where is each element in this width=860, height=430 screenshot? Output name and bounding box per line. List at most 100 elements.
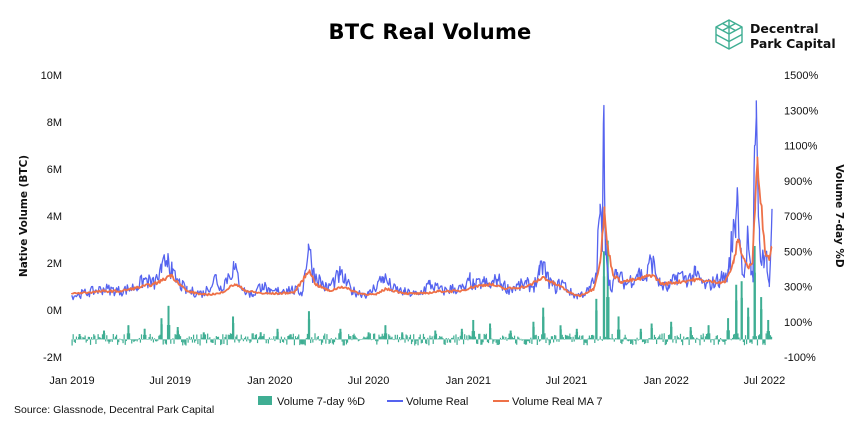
- bar-volume-7day: [537, 336, 540, 340]
- y-left-axis-title: Native Volume (BTC): [18, 155, 30, 277]
- bar-volume-7day: [162, 339, 164, 345]
- bar-volume-7day: [213, 338, 215, 340]
- bar-volume-7day: [111, 339, 113, 342]
- bar-volume-7day: [248, 339, 250, 341]
- bar-volume-7day: [479, 333, 481, 340]
- bar-volume-7day: [343, 339, 345, 346]
- bar-volume-7day: [768, 331, 770, 340]
- bar-volume-7day-peak: [176, 327, 179, 340]
- x-tick-label: Jan 2022: [644, 375, 689, 387]
- bar-volume-7day: [414, 339, 416, 346]
- bar-volume-7day: [93, 334, 95, 340]
- bar-volume-7day: [91, 337, 93, 340]
- bar-volume-7day: [87, 336, 89, 340]
- bar-volume-7day: [226, 339, 228, 346]
- bar-volume-7day: [92, 339, 94, 340]
- bar-volume-7day: [108, 339, 110, 344]
- bar-volume-7day: [714, 338, 716, 340]
- bar-volume-7day: [474, 336, 477, 340]
- bar-volume-7day: [372, 333, 375, 340]
- bar-volume-7day: [571, 339, 573, 343]
- bar-volume-7day: [734, 333, 736, 340]
- bar-volume-7day: [659, 334, 661, 340]
- bar-volume-7day: [286, 339, 288, 345]
- bar-volume-7day: [81, 338, 83, 340]
- bar-volume-7day: [521, 339, 523, 341]
- bar-volume-7day: [297, 336, 299, 340]
- bar-volume-7day: [629, 339, 632, 344]
- bar-volume-7day: [549, 339, 551, 344]
- bar-volume-7day: [287, 336, 289, 340]
- bar-volume-7day: [112, 333, 114, 340]
- bar-volume-7day: [637, 339, 639, 341]
- bar-volume-7day: [291, 337, 293, 340]
- bar-volume-7day: [600, 339, 602, 340]
- bar-volume-7day: [503, 336, 505, 340]
- bar-volume-7day: [201, 337, 203, 340]
- bar-volume-7day: [264, 339, 266, 340]
- bar-volume-7day: [117, 339, 119, 345]
- bar-volume-7day: [326, 334, 328, 340]
- bar-volume-7day: [105, 339, 107, 342]
- bar-volume-7day: [636, 337, 638, 340]
- brand-name-line1: Decentral: [750, 21, 819, 36]
- legend-swatch: [258, 396, 272, 405]
- bar-volume-7day: [599, 336, 601, 340]
- bar-volume-7day: [140, 334, 143, 340]
- bar-volume-7day: [447, 338, 449, 340]
- bar-volume-7day: [642, 339, 645, 342]
- bar-volume-7day: [282, 339, 285, 343]
- bar-volume-7day: [338, 333, 340, 340]
- bar-volume-7day: [169, 325, 171, 340]
- bar-volume-7day: [528, 339, 530, 342]
- bar-volume-7day: [335, 337, 337, 340]
- y-left-tick-label: 8M: [47, 117, 62, 129]
- bar-volume-7day: [448, 339, 451, 343]
- bar-volume-7day: [96, 339, 98, 340]
- bar-volume-7day: [123, 334, 125, 340]
- bar-volume-7day: [345, 339, 348, 345]
- bar-volume-7day: [265, 339, 267, 344]
- bar-volume-7day: [541, 334, 543, 340]
- bar-volume-7day: [261, 336, 263, 340]
- bar-volume-7day: [531, 339, 533, 344]
- bar-volume-7day: [371, 339, 374, 340]
- bar-volume-7day: [554, 334, 556, 340]
- bar-volume-7day: [644, 339, 646, 345]
- bar-volume-7day: [352, 334, 354, 340]
- bar-volume-7day: [725, 339, 727, 341]
- bar-volume-7day: [120, 339, 122, 340]
- bar-volume-7day: [454, 339, 456, 343]
- bar-volume-7day: [88, 336, 91, 340]
- bar-volume-7day: [369, 333, 371, 340]
- bar-volume-7day: [550, 336, 553, 340]
- bar-volume-7day: [72, 334, 74, 340]
- bar-volume-7day: [107, 339, 109, 342]
- bar-volume-7day: [256, 339, 259, 344]
- bar-volume-7day: [205, 339, 208, 344]
- bar-volume-7day-peak: [460, 328, 463, 340]
- bar-volume-7day: [147, 339, 149, 340]
- bar-volume-7day: [109, 339, 111, 342]
- bar-volume-7day-peak: [367, 332, 370, 340]
- bar-volume-7day: [592, 334, 594, 340]
- bar-volume-7day: [240, 334, 242, 340]
- bar-volume-7day: [403, 338, 405, 340]
- bar-volume-7day: [273, 336, 275, 340]
- y-right-tick-label: -100%: [784, 352, 816, 364]
- bar-volume-7day: [209, 337, 211, 340]
- axes-layer: -2M 0M 2M 4M 6M 8M 10M -100% 100% 300% 500% 700% 900…: [18, 70, 845, 387]
- bar-volume-7day: [564, 334, 567, 340]
- bar-volume-7day: [573, 339, 575, 342]
- bar-volume-7day: [199, 339, 201, 346]
- bar-volume-7day: [181, 339, 183, 343]
- bar-volume-7day: [179, 336, 182, 340]
- bar-volume-7day: [268, 337, 271, 340]
- bar-volume-7day: [110, 339, 112, 341]
- bar-volume-7day: [646, 339, 648, 341]
- bar-volume-7day: [74, 339, 76, 343]
- bar-volume-7day: [145, 334, 147, 340]
- bar-volume-7day: [765, 333, 767, 340]
- bar-volume-7day: [645, 339, 647, 344]
- bar-volume-7day: [417, 339, 419, 346]
